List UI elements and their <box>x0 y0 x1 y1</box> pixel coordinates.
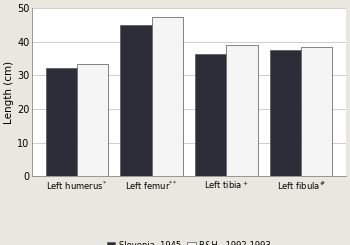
Y-axis label: Length (cm): Length (cm) <box>4 61 14 124</box>
Bar <box>270 50 301 176</box>
Bar <box>195 54 226 176</box>
Bar <box>77 64 108 176</box>
Legend: Slovenia, 1945, B&H , 1992-1993: Slovenia, 1945, B&H , 1992-1993 <box>104 237 274 245</box>
Bar <box>46 68 77 176</box>
Bar <box>301 47 332 176</box>
Bar <box>152 17 183 176</box>
Bar <box>120 25 152 176</box>
Bar <box>226 45 258 176</box>
